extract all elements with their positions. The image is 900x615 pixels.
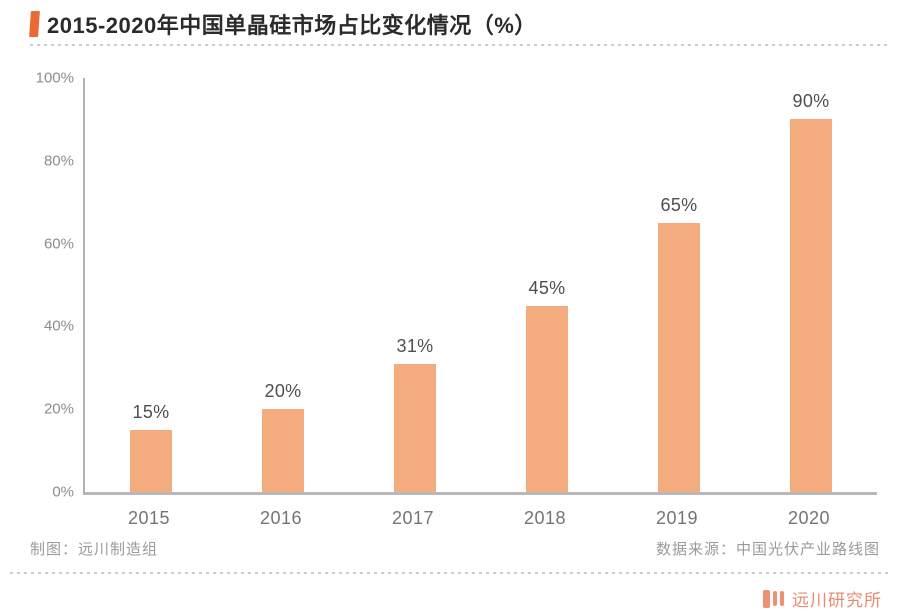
logo-text: 远川研究所	[792, 591, 882, 610]
logo-bars-icon	[763, 589, 784, 608]
bar-slot: 45%	[481, 78, 613, 492]
y-tick-label: 100%	[35, 69, 74, 87]
bar-2015	[130, 429, 172, 492]
x-category-label: 2018	[523, 508, 567, 528]
bar-value-label: 15%	[132, 401, 170, 422]
x-category-label: 2020	[787, 508, 831, 528]
bar-slot: 15%	[85, 78, 217, 492]
plot-area: 15% 20% 31% 45% 65% 90%	[83, 78, 877, 495]
bar-value-label: 90%	[792, 91, 830, 112]
bar-2017	[394, 363, 436, 492]
bar-slot: 65%	[613, 78, 745, 492]
bar-2020	[790, 119, 832, 492]
bar-value-label: 20%	[264, 381, 302, 402]
bar-2016	[262, 409, 304, 492]
y-tick-label: 80%	[43, 152, 74, 170]
y-tick-label: 60%	[43, 235, 74, 253]
bar-slot: 90%	[745, 78, 877, 492]
bar-value-label: 31%	[396, 335, 434, 356]
bar-slot: 20%	[217, 78, 349, 492]
credit-text: 制图：远川制造组	[30, 541, 159, 558]
y-tick-label: 40%	[43, 317, 74, 335]
y-axis-labels: 100% 80% 60% 40% 20% 0%	[30, 70, 74, 501]
x-category-label: 2017	[391, 508, 435, 528]
top-separator	[30, 44, 888, 46]
x-category-label: 2019	[655, 508, 699, 528]
bar-2018	[526, 305, 568, 492]
y-tick-label: 20%	[43, 400, 74, 418]
x-category-label: 2016	[259, 508, 303, 528]
bar-value-label: 65%	[660, 194, 698, 215]
footer: 制图：远川制造组 数据来源：中国光伏产业路线图	[30, 538, 880, 559]
title-accent-bar	[29, 11, 40, 37]
y-tick-label: 0%	[52, 483, 74, 501]
chart-title: 2015-2020年中国单晶硅市场占比变化情况（%）	[47, 13, 537, 38]
bar-chart: 100% 80% 60% 40% 20% 0% 15% 20% 31% 45% 65% 90% 20…	[30, 70, 877, 548]
bar-2019	[658, 222, 700, 492]
chart-header: 2015-2020年中国单晶硅市场占比变化情况（%）	[29, 8, 537, 40]
bar-slot: 31%	[349, 78, 481, 492]
brand-logo: 远川研究所	[763, 586, 882, 611]
x-axis-labels: 2015 2016 2017 2018 2019 2020	[83, 508, 875, 529]
source-text: 数据来源：中国光伏产业路线图	[655, 541, 880, 558]
bar-value-label: 45%	[528, 277, 566, 298]
x-category-label: 2015	[127, 508, 171, 528]
bottom-separator	[10, 572, 888, 574]
